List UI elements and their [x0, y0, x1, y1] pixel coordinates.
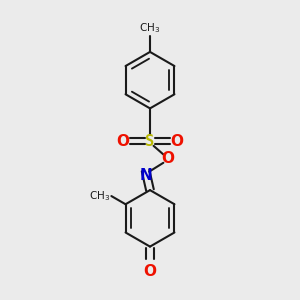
Text: S: S: [146, 134, 154, 148]
Text: CH$_3$: CH$_3$: [140, 21, 160, 35]
Text: O: O: [161, 152, 174, 166]
Text: O: O: [170, 134, 183, 148]
Text: O: O: [117, 134, 130, 148]
Text: O: O: [143, 263, 157, 278]
Text: N: N: [139, 168, 152, 183]
Text: CH$_3$: CH$_3$: [89, 189, 110, 203]
